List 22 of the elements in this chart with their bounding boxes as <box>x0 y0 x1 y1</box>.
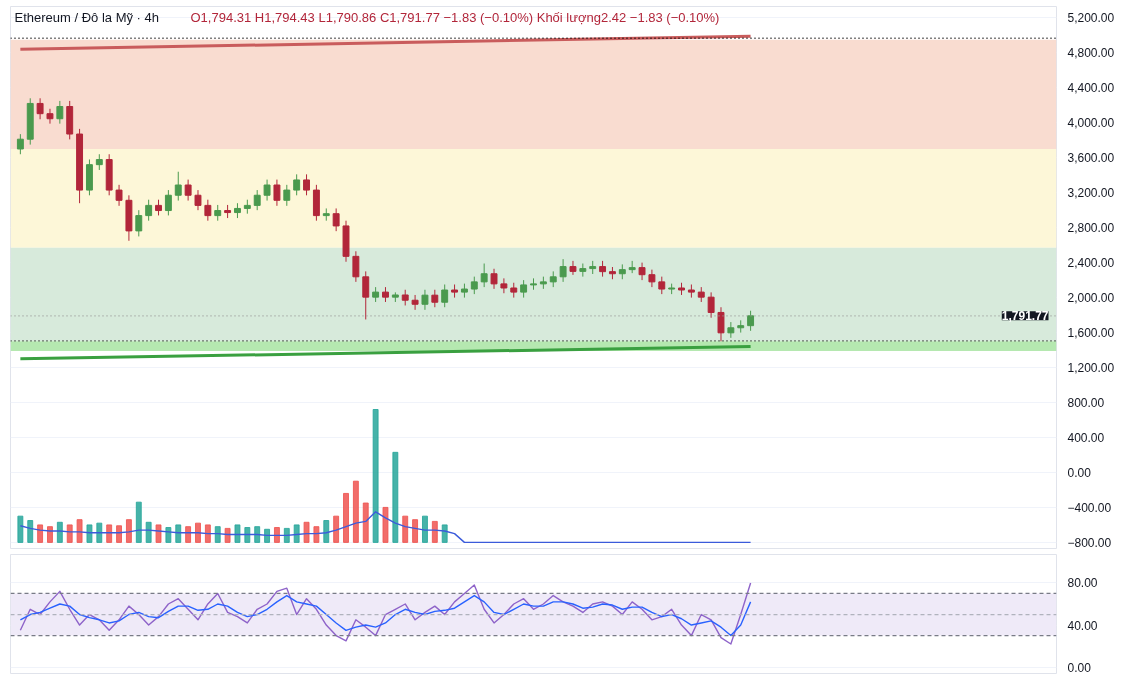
y-tick-label: 2,000.00 <box>1067 291 1115 306</box>
y-tick-label: 3,600.00 <box>1067 151 1115 166</box>
y-tick-label: 2,400.00 <box>1067 256 1115 271</box>
y-tick-label: 800.00 <box>1067 396 1105 411</box>
y-tick-label: 0.00 <box>1067 465 1092 480</box>
y-tick-label: 5,200.00 <box>1067 11 1115 26</box>
ref-line-label: 1,791.77 <box>1001 309 1049 324</box>
y-tick-label: 4,000.00 <box>1067 116 1115 131</box>
y-tick-label: 3,200.00 <box>1067 186 1115 201</box>
y-tick-label: 0.00 <box>1067 660 1092 675</box>
y-tick-label: 1,200.00 <box>1067 361 1115 376</box>
chart-title: Ethereum / Đô la Mỹ · 4h <box>14 9 159 25</box>
y-tick-label: −400.00 <box>1067 500 1112 515</box>
y-tick-label: 4,400.00 <box>1067 81 1115 96</box>
y-tick-label: 80.00 <box>1067 576 1098 591</box>
y-tick-label: 4,800.00 <box>1067 46 1115 61</box>
y-tick-label: 2,800.00 <box>1067 221 1115 236</box>
y-tick-label: 1,600.00 <box>1067 326 1115 341</box>
y-tick-label: 40.00 <box>1067 618 1098 633</box>
y-tick-label: −800.00 <box>1067 535 1112 550</box>
chart-subtitle: O1,794.31 H1,794.43 L1,790.86 C1,791.77 −1.83 (−0.10%) Khối lượng2.42 −1.83 (−0.10%) <box>190 9 720 25</box>
y-tick-label: 400.00 <box>1067 430 1105 445</box>
